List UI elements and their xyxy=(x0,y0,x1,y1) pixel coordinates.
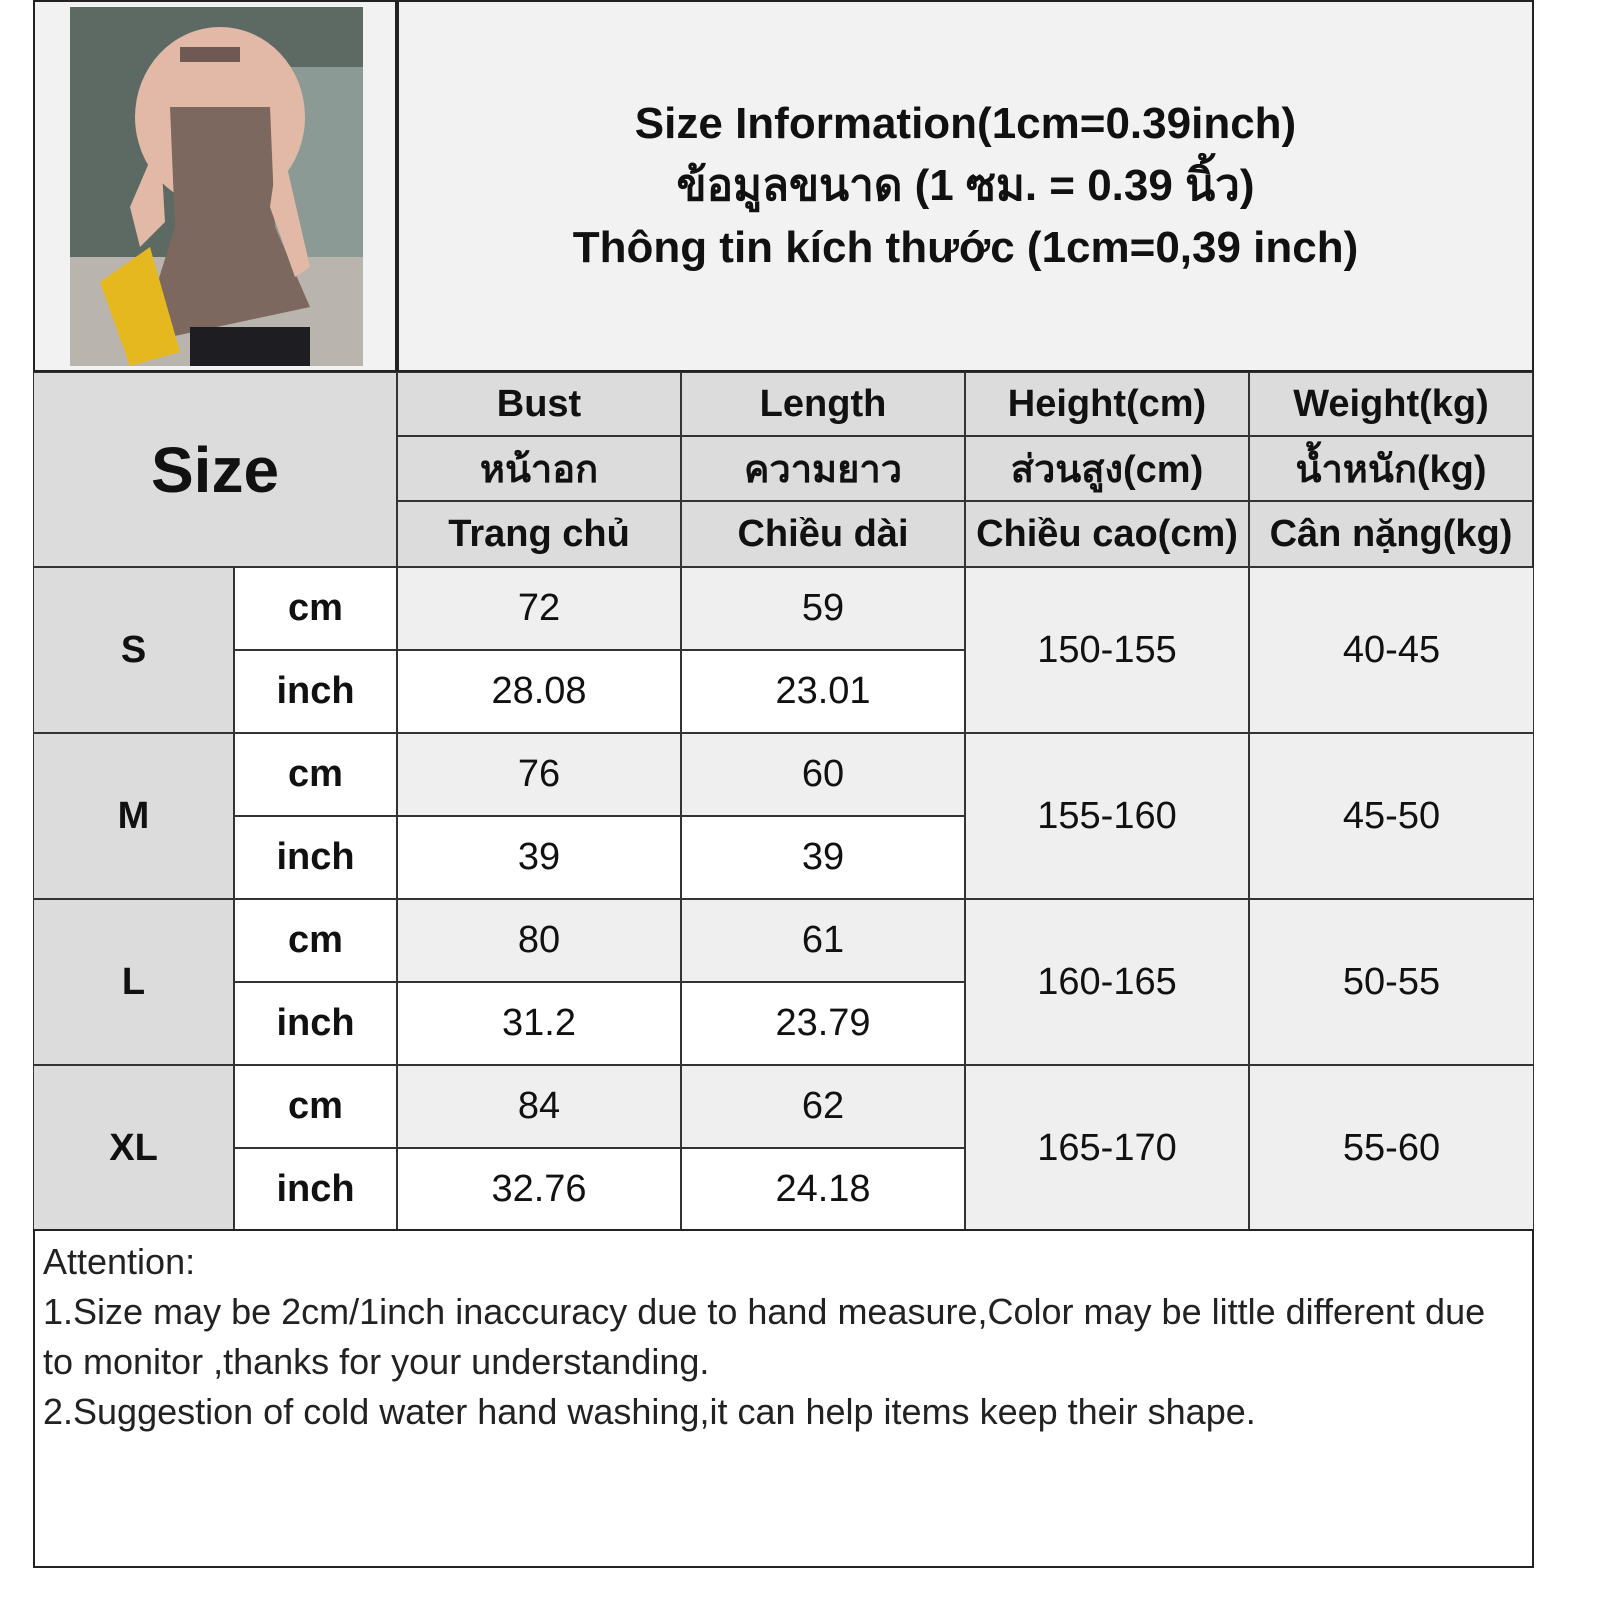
product-photo xyxy=(70,7,363,366)
unit-cm-label: cm xyxy=(234,733,397,816)
column-header-vi: Trang chủ xyxy=(397,501,681,567)
bust-inch-value: 32.76 xyxy=(397,1148,681,1231)
height-range-value: 160-165 xyxy=(965,899,1249,1065)
size-label: L xyxy=(33,899,234,1065)
column-header-vi: Cân nặng(kg) xyxy=(1249,501,1533,567)
title-vietnamese: Thông tin kích thước (1cm=0,39 inch) xyxy=(572,223,1359,272)
column-header-en: Height(cm) xyxy=(965,372,1249,436)
column-header-vi: Chiều dài xyxy=(681,501,965,567)
note-2: 2.Suggestion of cold water hand washing,… xyxy=(43,1391,1256,1432)
model-wearing-top-image xyxy=(70,7,363,366)
length-cm-value: 59 xyxy=(681,567,965,650)
size-label: M xyxy=(33,733,234,899)
size-info-title: Size Information(1cm=0.39inch) ข้อมูลขนา… xyxy=(397,0,1534,372)
bust-inch-value: 39 xyxy=(397,816,681,899)
weight-range-value: 50-55 xyxy=(1249,899,1534,1065)
column-header-en: Weight(kg) xyxy=(1249,372,1533,436)
column-header-en: Length xyxy=(681,372,965,436)
length-inch-value: 23.79 xyxy=(681,982,965,1065)
column-header-vi: Chiều cao(cm) xyxy=(965,501,1249,567)
weight-range-value: 45-50 xyxy=(1249,733,1534,899)
height-range-value: 165-170 xyxy=(965,1065,1249,1231)
column-header-th: ส่วนสูง(cm) xyxy=(965,436,1249,501)
length-inch-value: 24.18 xyxy=(681,1148,965,1231)
bust-cm-value: 76 xyxy=(397,733,681,816)
size-label: XL xyxy=(33,1065,234,1231)
column-header-th: น้ำหนัก(kg) xyxy=(1249,436,1533,501)
size-label: S xyxy=(33,567,234,733)
bust-cm-value: 80 xyxy=(397,899,681,982)
weight-range-value: 55-60 xyxy=(1249,1065,1534,1231)
length-cm-value: 61 xyxy=(681,899,965,982)
column-header-th: หน้าอก xyxy=(397,436,681,501)
unit-cm-label: cm xyxy=(234,1065,397,1148)
bust-cm-value: 84 xyxy=(397,1065,681,1148)
bust-inch-value: 31.2 xyxy=(397,982,681,1065)
length-cm-value: 62 xyxy=(681,1065,965,1148)
unit-inch-label: inch xyxy=(234,1148,397,1231)
attention-notes: Attention: 1.Size may be 2cm/1inch inacc… xyxy=(33,1229,1534,1568)
unit-inch-label: inch xyxy=(234,650,397,733)
title-thai: ข้อมูลขนาด (1 ซม. = 0.39 นิ้ว) xyxy=(676,161,1255,210)
title-english: Size Information(1cm=0.39inch) xyxy=(634,99,1297,148)
height-range-value: 150-155 xyxy=(965,567,1249,733)
column-header-en: Bust xyxy=(397,372,681,436)
notes-heading: Attention: xyxy=(43,1241,196,1282)
unit-inch-label: inch xyxy=(234,982,397,1065)
unit-cm-label: cm xyxy=(234,567,397,650)
unit-inch-label: inch xyxy=(234,816,397,899)
size-header: Size xyxy=(33,372,397,567)
length-inch-value: 23.01 xyxy=(681,650,965,733)
note-1: 1.Size may be 2cm/1inch inaccuracy due t… xyxy=(43,1291,1486,1382)
bust-cm-value: 72 xyxy=(397,567,681,650)
length-inch-value: 39 xyxy=(681,816,965,899)
unit-cm-label: cm xyxy=(234,899,397,982)
weight-range-value: 40-45 xyxy=(1249,567,1534,733)
bust-inch-value: 28.08 xyxy=(397,650,681,733)
length-cm-value: 60 xyxy=(681,733,965,816)
height-range-value: 155-160 xyxy=(965,733,1249,899)
column-header-th: ความยาว xyxy=(681,436,965,501)
